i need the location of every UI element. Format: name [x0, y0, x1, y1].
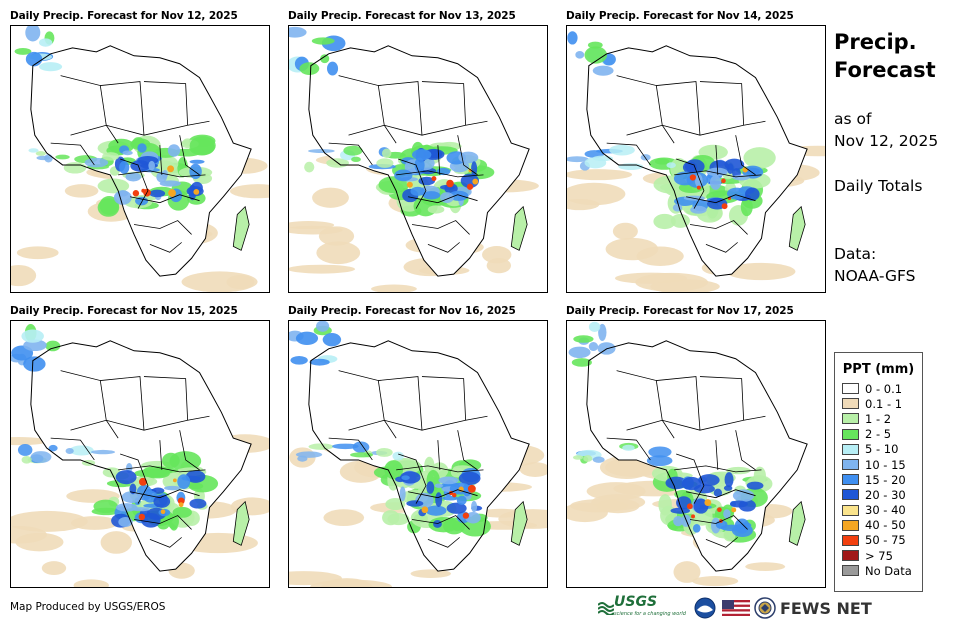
legend-swatch [842, 398, 859, 410]
legend-title: PPT (mm) [842, 362, 915, 377]
panel-title: Daily Precip. Forecast for Nov 13, 2025 [288, 10, 516, 22]
fews-net-logo: FEWS NET [779, 598, 872, 618]
map-credit: Map Produced by USGS/EROS [10, 601, 166, 613]
legend-swatch [842, 383, 859, 395]
legend-label: 40 - 50 [865, 518, 906, 533]
data-source-block: Data: NOAA-GFS [834, 243, 915, 287]
totals-block: Daily Totals [834, 175, 922, 197]
legend-item: 0.1 - 1 [835, 396, 922, 411]
panel-title: Daily Precip. Forecast for Nov 16, 2025 [288, 305, 516, 317]
legend-swatch [842, 413, 859, 425]
us-flag-icon [721, 600, 750, 616]
precip-map [10, 320, 270, 588]
legend-item: 2 - 5 [835, 427, 922, 442]
panel-title: Daily Precip. Forecast for Nov 14, 2025 [566, 10, 794, 22]
panel-title: Daily Precip. Forecast for Nov 15, 2025 [10, 305, 238, 317]
footer-logos: USGS science for a changing world FEWS N… [598, 594, 872, 620]
legend-label: 0 - 0.1 [865, 381, 903, 396]
legend-label: 20 - 30 [865, 487, 906, 502]
usgs-wave-icon [598, 602, 614, 615]
legend-item: 50 - 75 [835, 533, 922, 548]
precip-map [566, 25, 826, 293]
as-of-block: as of Nov 12, 2025 [834, 108, 938, 152]
legend-label: 5 - 10 [865, 442, 899, 457]
as-of-date: Nov 12, 2025 [834, 132, 939, 150]
legend-label: 15 - 20 [865, 472, 906, 487]
legend-item: No Data [835, 563, 922, 578]
legend-item: 5 - 10 [835, 442, 922, 457]
legend-swatch [842, 489, 859, 501]
usgs-text: USGS [614, 594, 658, 610]
legend-item: 10 - 15 [835, 457, 922, 472]
legend-label: 10 - 15 [865, 457, 906, 472]
legend-label: 50 - 75 [865, 533, 906, 548]
precip-map [288, 25, 548, 293]
info-title-line1: Precip. [834, 30, 917, 54]
africa-precip-map [567, 31, 825, 292]
legend-item: 30 - 40 [835, 503, 922, 518]
state-department-seal-icon [754, 597, 776, 619]
legend-swatch [842, 550, 859, 562]
precip-map [288, 320, 548, 588]
legend-label: 30 - 40 [865, 503, 906, 518]
legend-label: 1 - 2 [865, 411, 892, 426]
data-source: NOAA-GFS [834, 267, 916, 285]
precip-map [566, 320, 826, 588]
info-title-line2: Forecast [834, 58, 936, 82]
legend-item: 20 - 30 [835, 487, 922, 502]
daily-totals-label: Daily Totals [834, 177, 923, 195]
noaa-logo-icon [694, 597, 716, 619]
legend-item: > 75 [835, 548, 922, 563]
precip-map [10, 25, 270, 293]
legend-swatch [842, 565, 859, 577]
legend-label: 0.1 - 1 [865, 396, 903, 411]
usgs-tagline: science for a changing world [614, 611, 686, 617]
legend-swatch [842, 474, 859, 486]
legend-swatch [842, 428, 859, 440]
forecast-info: Precip. Forecast [834, 28, 936, 84]
africa-precip-map [567, 321, 808, 587]
africa-precip-map [289, 26, 539, 292]
legend-item: 40 - 50 [835, 518, 922, 533]
africa-precip-map [11, 323, 269, 587]
legend-swatch [842, 504, 859, 516]
africa-precip-map [289, 321, 547, 587]
legend-label: No Data [865, 563, 912, 578]
data-label: Data: [834, 245, 877, 263]
panel-title: Daily Precip. Forecast for Nov 12, 2025 [10, 10, 238, 22]
legend-swatch [842, 519, 859, 531]
legend-item: 1 - 2 [835, 411, 922, 426]
usgs-logo: USGS science for a changing world [598, 594, 686, 620]
africa-precip-map [11, 26, 269, 292]
legend-swatch [842, 459, 859, 471]
legend-swatch [842, 443, 859, 455]
panel-title: Daily Precip. Forecast for Nov 17, 2025 [566, 305, 794, 317]
legend-item: 15 - 20 [835, 472, 922, 487]
as-of-label: as of [834, 110, 872, 128]
legend-label: > 75 [865, 548, 893, 563]
legend-item: 0 - 0.1 [835, 381, 922, 396]
legend-label: 2 - 5 [865, 427, 892, 442]
legend-swatch [842, 534, 859, 546]
